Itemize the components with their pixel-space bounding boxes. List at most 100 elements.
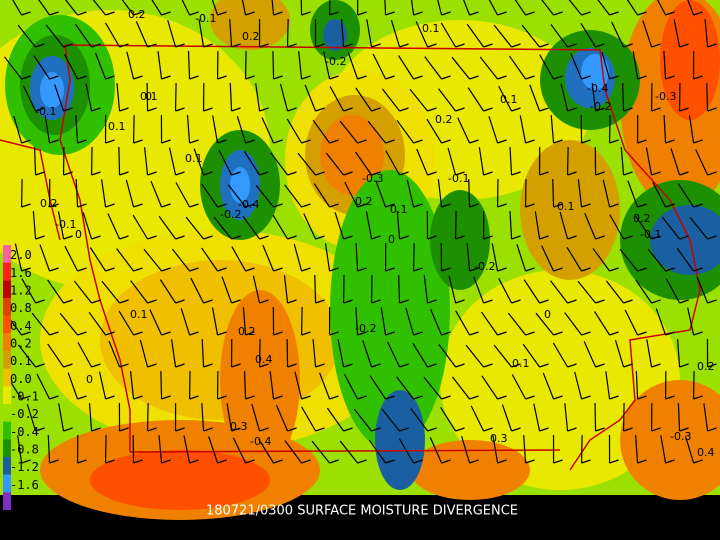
barb-shaft [258, 338, 261, 368]
barb-flag [511, 107, 521, 112]
barb-flag [231, 299, 241, 304]
barb-flag [427, 171, 437, 176]
barb-flag [651, 171, 661, 176]
barb-shaft [17, 24, 37, 48]
barb-flag [189, 75, 199, 80]
barb-shaft [620, 147, 625, 176]
barb-flag [595, 299, 605, 304]
barb-flag [357, 459, 367, 464]
barb-flag [707, 363, 717, 368]
barb-flag [49, 331, 59, 336]
barb-shaft [466, 243, 471, 272]
barb-shaft [533, 403, 541, 432]
barb-flag [525, 395, 535, 400]
barb-flag [413, 267, 423, 272]
barb-shaft [677, 339, 681, 368]
barb-shaft [355, 307, 359, 336]
barb-flag [189, 459, 199, 464]
barb-flag [329, 459, 339, 464]
barb-flag [161, 203, 171, 208]
barb-flag [399, 171, 409, 176]
barb-flag [231, 363, 241, 368]
barb-flag [413, 203, 423, 208]
barb-flag [609, 203, 619, 208]
barb-flag [259, 363, 269, 368]
barb-shaft [183, 435, 191, 464]
barb-flag [147, 43, 157, 48]
barb-flag [441, 75, 451, 80]
barb-shaft [353, 408, 373, 432]
barb-flag [469, 459, 479, 464]
barb-shaft [381, 88, 401, 112]
legend-swatch [3, 474, 11, 493]
barb-shaft [243, 370, 247, 400]
barb-shaft [660, 435, 667, 464]
barb-flag [105, 75, 115, 80]
barb-shaft [468, 178, 471, 208]
barb-flag [63, 235, 73, 240]
barb-flag [707, 171, 717, 176]
barb-shaft [592, 248, 611, 272]
barb-shaft [511, 374, 527, 400]
barb-shaft [509, 211, 513, 240]
barb-shaft [151, 0, 163, 16]
barb-shaft [626, 0, 639, 16]
barb-shaft [300, 306, 303, 336]
barb-shaft [440, 22, 457, 48]
barb-shaft [409, 88, 429, 112]
barb-shaft [337, 339, 345, 368]
barb-flag [161, 139, 171, 144]
barb-shaft [491, 243, 499, 272]
barb-flag [343, 363, 353, 368]
barb-shaft [323, 51, 331, 80]
barb-flag [371, 43, 381, 48]
barb-flag [217, 11, 227, 16]
barb-shaft [75, 115, 79, 144]
contour-label: 0.1 [557, 200, 575, 213]
barb-shaft [14, 243, 23, 272]
barb-flag [609, 459, 619, 464]
barb-shaft [104, 22, 121, 48]
barb-flag [539, 171, 549, 176]
barb-shaft [550, 115, 555, 144]
barb-shaft [368, 439, 387, 464]
barb-shaft [130, 280, 149, 304]
barb-shaft [129, 371, 135, 400]
barb-shaft [168, 147, 177, 176]
barb-flag [511, 427, 521, 432]
barb-flag [399, 43, 409, 48]
barb-shaft [635, 215, 653, 240]
barb-shaft [64, 0, 79, 16]
barb-flag [623, 299, 633, 304]
barb-shaft [92, 0, 107, 16]
barb-shaft [597, 0, 611, 16]
barb-shaft [429, 437, 443, 464]
barb-shaft [684, 436, 695, 464]
barb-shaft [314, 274, 317, 304]
barb-shaft [493, 344, 513, 368]
barb-flag [581, 11, 591, 16]
barb-flag [91, 299, 101, 304]
barb-shaft [566, 146, 569, 176]
legend-label: 0.8 [10, 301, 32, 315]
barb-shaft [47, 279, 65, 304]
barb-shaft [355, 151, 373, 176]
barb-shaft [298, 51, 303, 80]
barb-shaft [300, 0, 303, 16]
barb-shaft [211, 307, 219, 336]
barb-flag [21, 267, 31, 272]
barb-flag [371, 427, 381, 432]
barb-flag [693, 331, 703, 336]
wind-barbs [4, 0, 717, 464]
barb-shaft [77, 342, 93, 368]
barb-flag [609, 267, 619, 272]
barb-flag [399, 427, 409, 432]
barb-shaft [642, 20, 653, 48]
barb-shaft [116, 248, 135, 272]
barb-flag [49, 75, 59, 80]
barb-shaft [258, 438, 275, 464]
barb-shaft [677, 183, 695, 208]
barb-flag [427, 107, 437, 112]
contour-label: 0.1 [185, 152, 203, 165]
